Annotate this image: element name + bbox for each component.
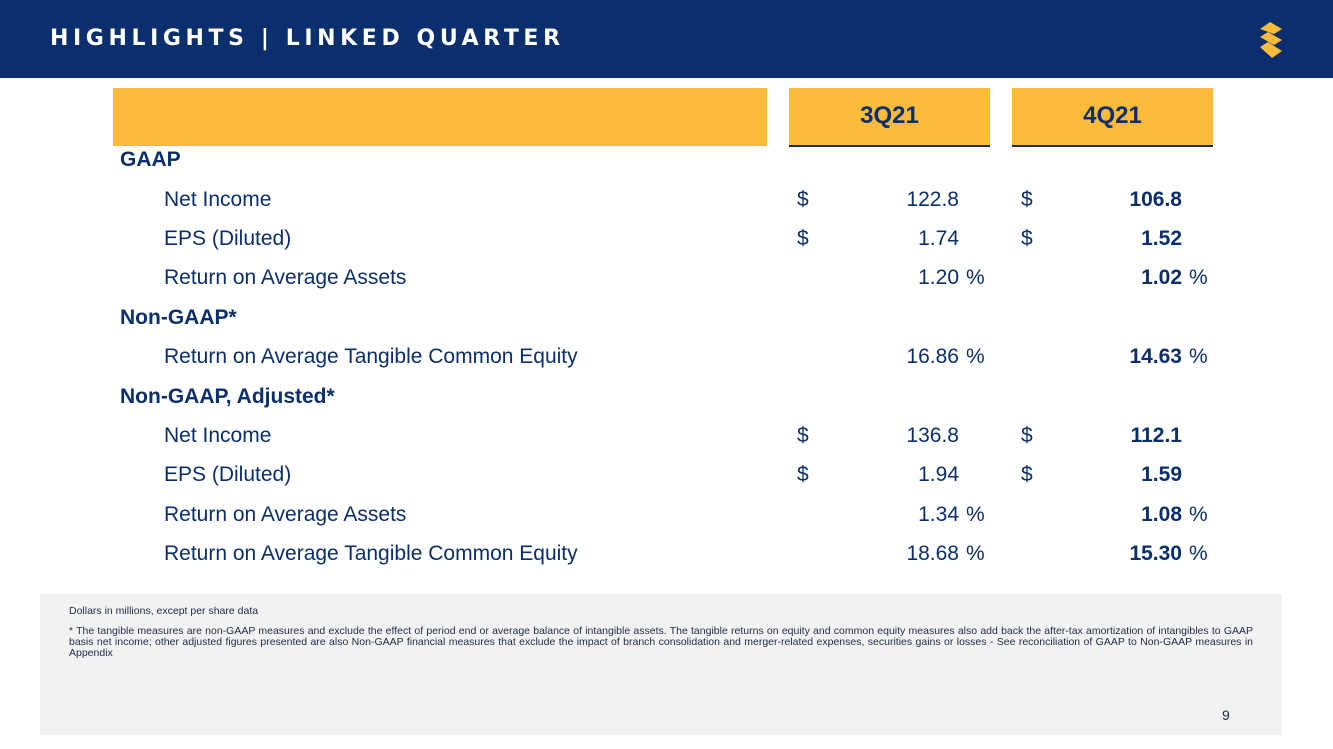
percent-sign-4q21: % xyxy=(1189,542,1208,565)
value-4q21: 1.52 xyxy=(1141,227,1182,250)
table-row: Return on Average Tangible Common Equity… xyxy=(0,542,1333,572)
table-row: Return on Average Assets 1.34 1.08%% xyxy=(0,503,1333,533)
table-header-band xyxy=(113,88,767,146)
value-4q21: 106.8 xyxy=(1129,188,1182,211)
metric-label: Return on Average Assets xyxy=(164,266,407,289)
value-4q21: 15.30 xyxy=(1129,542,1182,565)
percent-sign-3q21: % xyxy=(966,542,985,565)
percent-sign-4q21: % xyxy=(1189,503,1208,526)
section-row: GAAP xyxy=(0,148,1333,178)
percent-sign-3q21: % xyxy=(966,345,985,368)
section-row: Non-GAAP* xyxy=(0,306,1333,336)
currency-symbol-4q21: $ xyxy=(1021,463,1033,486)
table-row: Net Income $ $136.8 112.1 xyxy=(0,424,1333,454)
currency-symbol-3q21: $ xyxy=(797,227,809,250)
currency-symbol-3q21: $ xyxy=(797,424,809,447)
table-row: Return on Average Assets 1.20 1.02%% xyxy=(0,266,1333,296)
page-title: HIGHLIGHTS | LINKED QUARTER xyxy=(50,26,565,51)
table-row: EPS (Diluted) $ $1.74 1.52 xyxy=(0,227,1333,257)
currency-symbol-4q21: $ xyxy=(1021,227,1033,250)
column-label-3q21: 3Q21 xyxy=(860,102,919,129)
value-3q21: 136.8 xyxy=(906,424,959,447)
column-label-4q21: 4Q21 xyxy=(1083,102,1142,129)
currency-symbol-4q21: $ xyxy=(1021,188,1033,211)
section-heading: GAAP xyxy=(120,148,181,171)
table-row: Net Income $ $122.8 106.8 xyxy=(0,188,1333,218)
percent-sign-3q21: % xyxy=(966,503,985,526)
page-number: 9 xyxy=(1222,707,1230,723)
footnote: * The tangible measures are non-GAAP mea… xyxy=(69,625,1253,659)
table-row: Return on Average Tangible Common Equity… xyxy=(0,345,1333,375)
currency-symbol-4q21: $ xyxy=(1021,424,1033,447)
section-row: Non-GAAP, Adjusted* xyxy=(0,385,1333,415)
table-row: EPS (Diluted) $ $1.94 1.59 xyxy=(0,463,1333,493)
section-heading: Non-GAAP* xyxy=(120,306,237,329)
notes-panel: Dollars in millions, except per share da… xyxy=(40,594,1282,735)
value-4q21: 1.02 xyxy=(1141,266,1182,289)
value-3q21: 16.86 xyxy=(906,345,959,368)
metric-label: Net Income xyxy=(164,188,272,211)
value-4q21: 1.08 xyxy=(1141,503,1182,526)
units-note: Dollars in millions, except per share da… xyxy=(69,605,259,617)
metric-label: EPS (Diluted) xyxy=(164,227,292,250)
title-bar: HIGHLIGHTS | LINKED QUARTER xyxy=(0,0,1333,78)
value-3q21: 1.94 xyxy=(918,463,959,486)
gold-s-logo-icon xyxy=(1260,22,1282,58)
metric-label: Return on Average Tangible Common Equity xyxy=(164,345,578,368)
value-3q21: 1.34 xyxy=(918,503,959,526)
column-header-4q21: 4Q21 xyxy=(1012,88,1213,147)
currency-symbol-3q21: $ xyxy=(797,188,809,211)
percent-sign-4q21: % xyxy=(1189,266,1208,289)
metric-label: Net Income xyxy=(164,424,272,447)
currency-symbol-3q21: $ xyxy=(797,463,809,486)
column-header-3q21: 3Q21 xyxy=(789,88,990,147)
metric-label: Return on Average Tangible Common Equity xyxy=(164,542,578,565)
value-3q21: 1.74 xyxy=(918,227,959,250)
value-4q21: 14.63 xyxy=(1129,345,1182,368)
value-4q21: 1.59 xyxy=(1141,463,1182,486)
value-3q21: 122.8 xyxy=(906,188,959,211)
percent-sign-3q21: % xyxy=(966,266,985,289)
value-3q21: 1.20 xyxy=(918,266,959,289)
value-4q21: 112.1 xyxy=(1130,424,1182,447)
section-heading: Non-GAAP, Adjusted* xyxy=(120,385,335,408)
percent-sign-4q21: % xyxy=(1189,345,1208,368)
metric-label: EPS (Diluted) xyxy=(164,463,292,486)
metric-label: Return on Average Assets xyxy=(164,503,407,526)
value-3q21: 18.68 xyxy=(906,542,959,565)
